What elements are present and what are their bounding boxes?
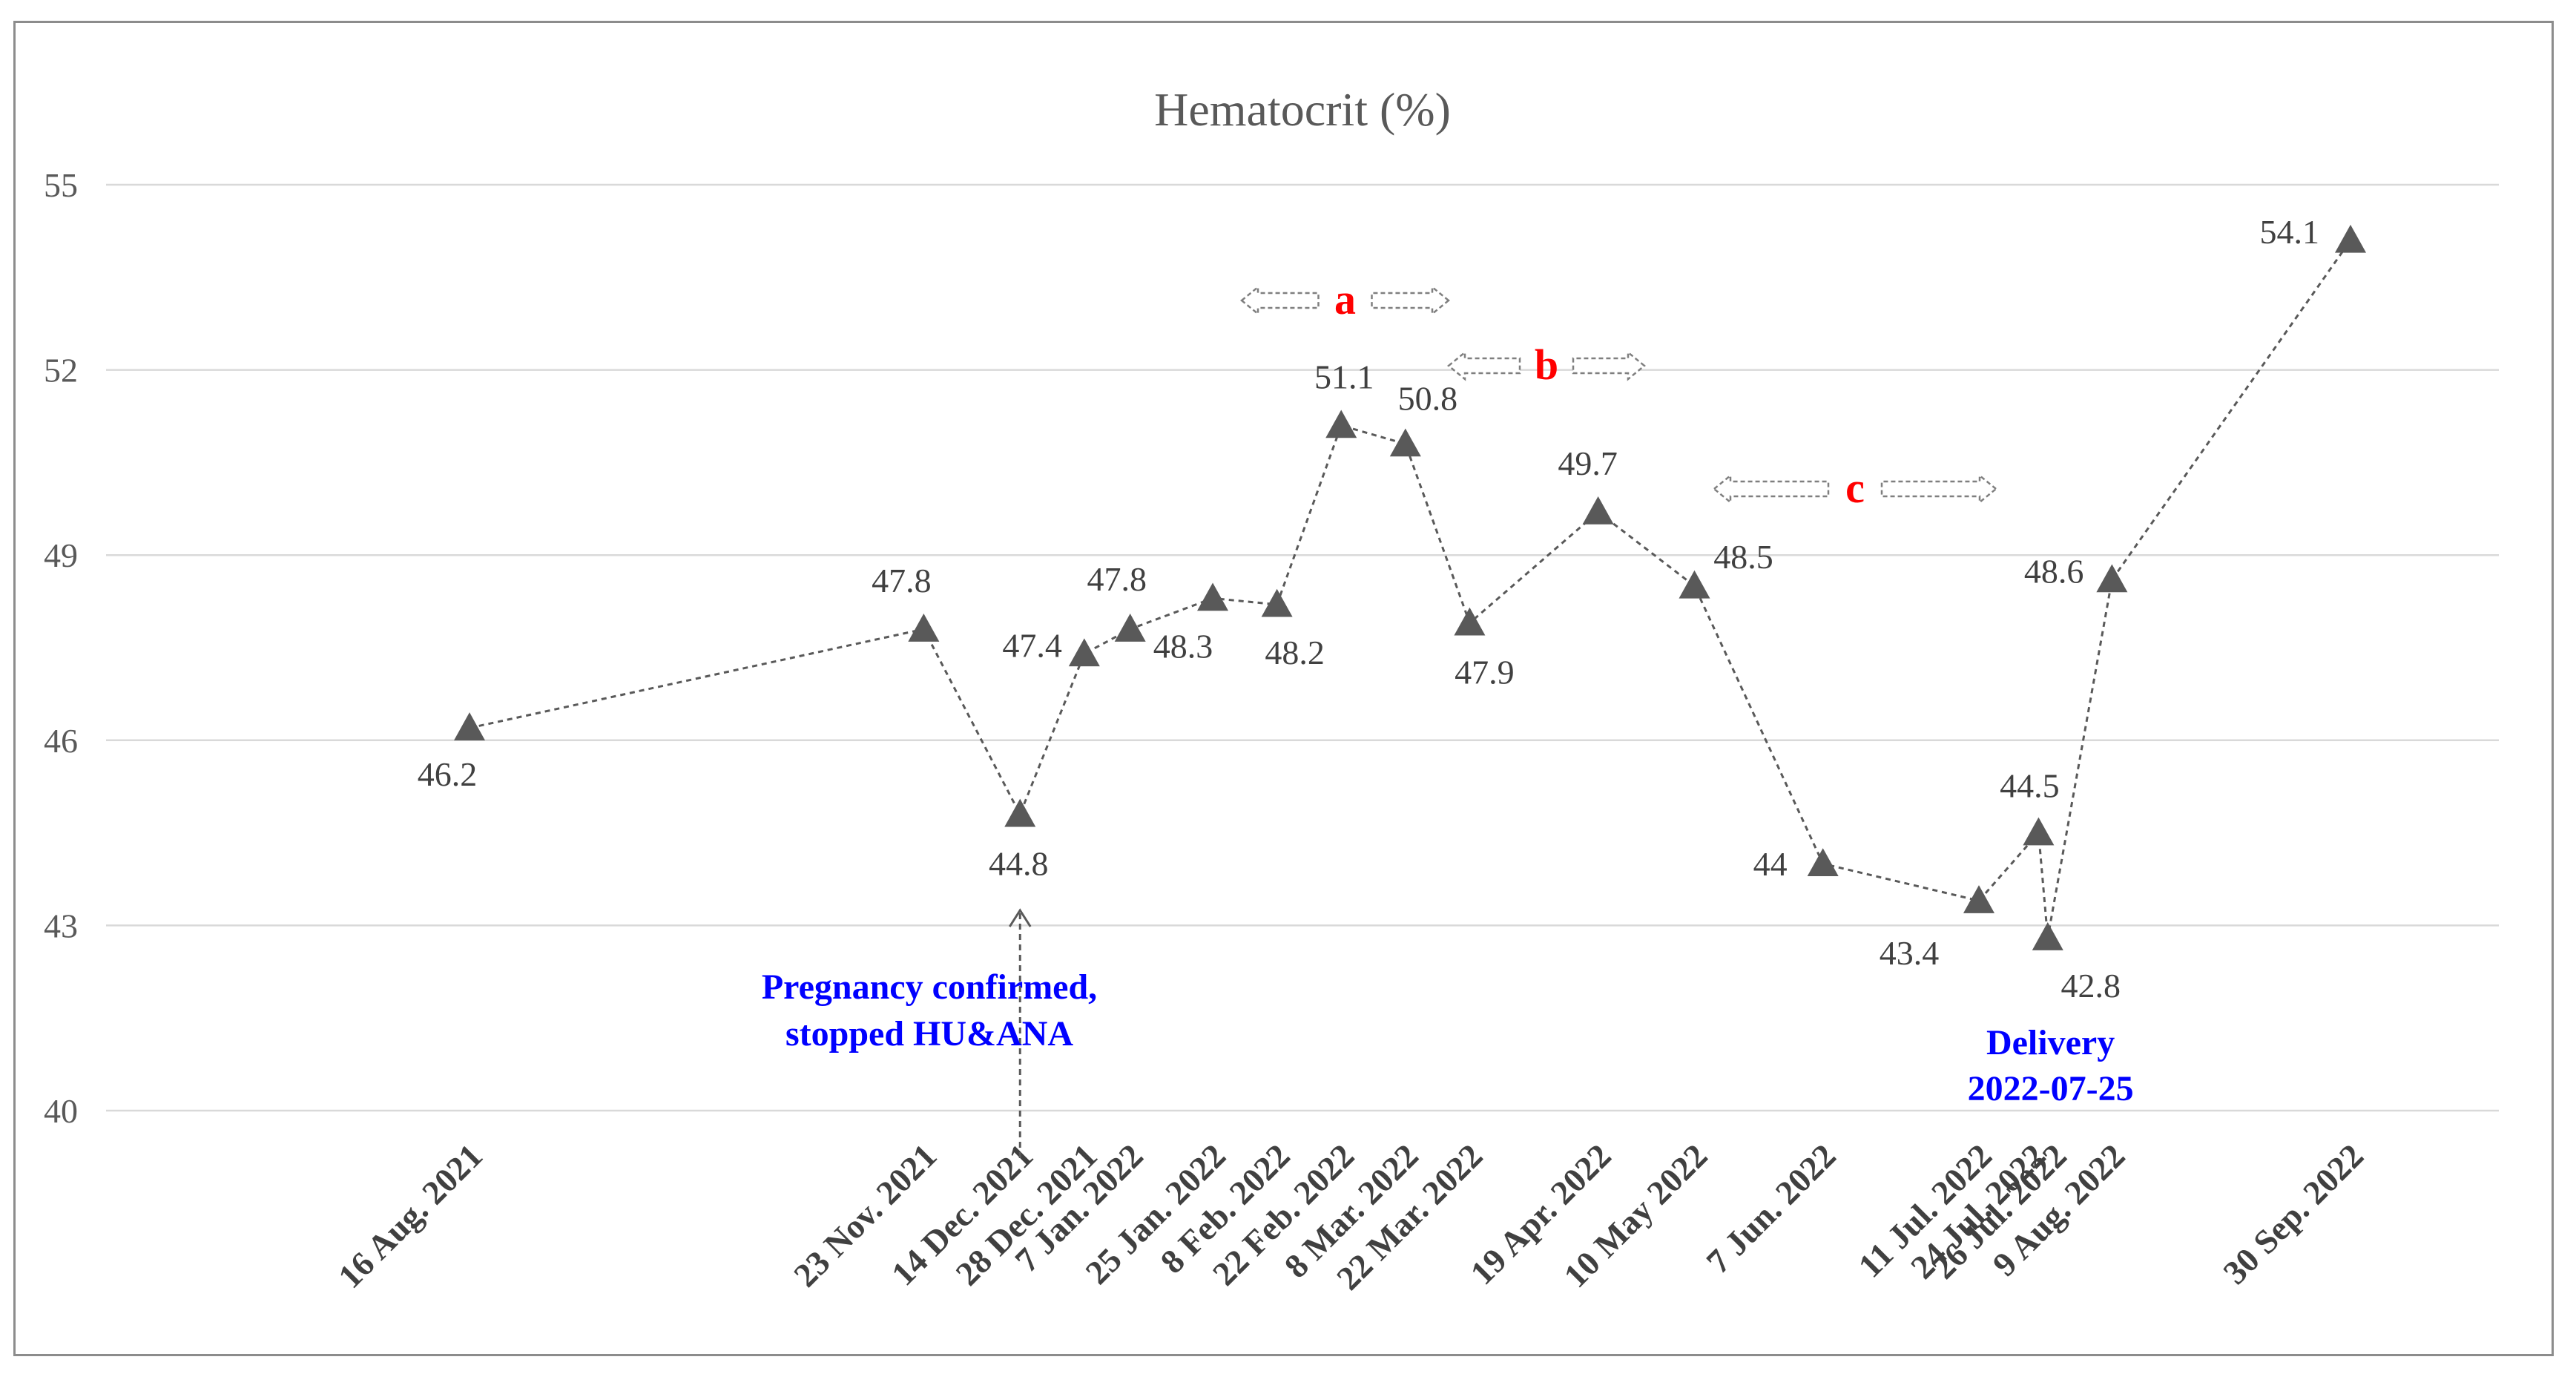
data-point-marker xyxy=(1261,588,1293,617)
data-point-marker xyxy=(2096,564,2128,593)
data-point-marker xyxy=(1068,638,1100,667)
delivery-note: 2022-07-25 xyxy=(1968,1069,2134,1108)
data-label: 47.9 xyxy=(1455,654,1515,691)
data-label: 44 xyxy=(1753,845,1788,883)
hematocrit-chart: Hematocrit (%) 40 43 46 49 52 55 a b c 46.2 47.8… xyxy=(44,83,2499,1297)
y-tick-label: 40 xyxy=(44,1092,78,1130)
y-tick-label: 46 xyxy=(44,722,78,760)
data-label: 46.2 xyxy=(418,755,478,793)
period-letter: c xyxy=(1845,464,1865,512)
y-tick-label: 52 xyxy=(44,352,78,389)
data-point-marker xyxy=(2032,922,2063,950)
data-label: 51.1 xyxy=(1314,358,1374,395)
chart-frame: Hematocrit (%) 40 43 46 49 52 55 a b c 46.2 47.8… xyxy=(13,21,2554,1356)
period-arrow xyxy=(1572,350,1646,381)
data-point-marker xyxy=(1004,798,1036,827)
data-label: 48.6 xyxy=(2024,552,2084,590)
x-tick-label: 7 Jun. 2022 xyxy=(1699,1137,1843,1281)
period-arrow xyxy=(1713,473,1830,504)
period-arrow xyxy=(1240,285,1320,316)
data-point-marker xyxy=(1389,428,1421,457)
y-tick-label: 43 xyxy=(44,907,78,944)
period-letter: b xyxy=(1535,341,1558,389)
data-label: 48.5 xyxy=(1713,538,1773,576)
period-arrow xyxy=(1880,473,1997,504)
chart-title: Hematocrit (%) xyxy=(1154,83,1451,136)
data-label: 47.8 xyxy=(1087,560,1147,598)
data-point-marker xyxy=(2335,224,2366,253)
data-point-marker xyxy=(1197,582,1229,611)
data-point-marker xyxy=(454,712,485,740)
data-point-marker xyxy=(1807,848,1839,876)
data-label: 44.5 xyxy=(2000,767,2060,805)
data-point-marker xyxy=(2023,817,2055,846)
pregnancy-note: stopped HU&ANA xyxy=(785,1014,1073,1053)
y-tick-label: 55 xyxy=(44,166,78,204)
data-point-marker xyxy=(908,614,940,642)
data-label: 48.2 xyxy=(1265,634,1325,671)
data-label: 47.8 xyxy=(872,562,932,599)
data-label: 42.8 xyxy=(2061,967,2121,1005)
data-label: 50.8 xyxy=(1398,379,1458,417)
pregnancy-note: Pregnancy confirmed, xyxy=(762,967,1097,1007)
x-tick-label: 30 Sep. 2022 xyxy=(2216,1137,2371,1292)
data-point-marker xyxy=(1454,607,1486,636)
delivery-note: Delivery xyxy=(1986,1023,2115,1062)
x-tick-label: 16 Aug. 2021 xyxy=(331,1137,490,1295)
period-arrow xyxy=(1447,350,1521,381)
data-point-marker xyxy=(1679,570,1710,599)
data-point-marker xyxy=(1963,885,1994,913)
data-label: 49.7 xyxy=(1558,444,1618,482)
series-line xyxy=(469,240,2352,939)
data-point-marker xyxy=(1114,614,1146,642)
data-point-marker xyxy=(1582,496,1614,525)
data-label: 48.3 xyxy=(1153,627,1213,665)
data-point-marker xyxy=(1325,410,1357,438)
data-label: 54.1 xyxy=(2260,213,2320,251)
data-label: 43.4 xyxy=(1880,934,1940,972)
period-letter: a xyxy=(1334,275,1356,323)
data-label: 47.4 xyxy=(1002,626,1062,664)
data-label: 44.8 xyxy=(989,845,1049,883)
y-tick-label: 49 xyxy=(44,536,78,574)
period-arrow xyxy=(1371,285,1450,316)
pregnancy-arrowhead xyxy=(1008,908,1032,927)
